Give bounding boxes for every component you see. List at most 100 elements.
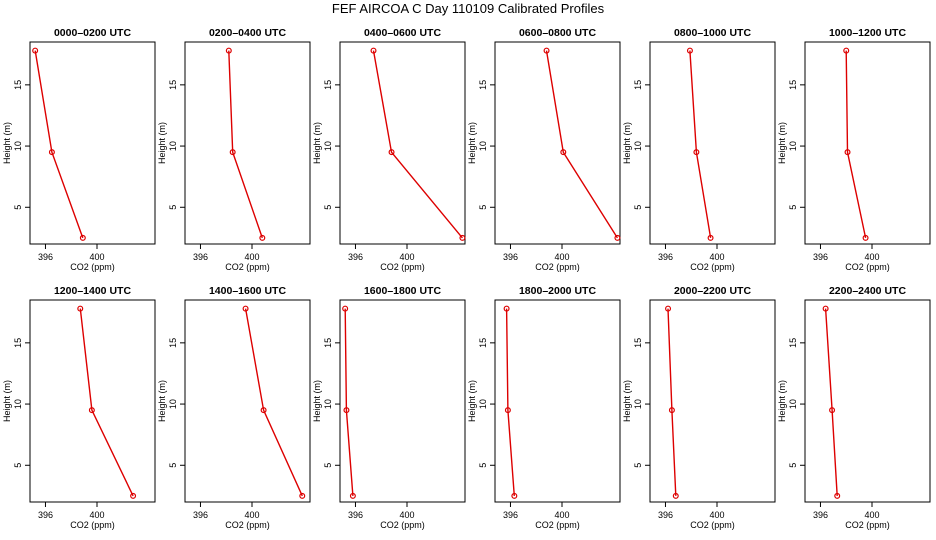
x-tick-label: 396 bbox=[348, 510, 363, 520]
y-axis-label: Height (m) bbox=[467, 380, 477, 422]
y-axis-label: Height (m) bbox=[2, 122, 12, 164]
x-axis-label: CO2 (ppm) bbox=[380, 262, 425, 272]
x-tick-label: 400 bbox=[709, 252, 724, 262]
y-tick-label: 10 bbox=[168, 399, 178, 409]
y-tick-label: 15 bbox=[633, 80, 643, 90]
y-axis-label: Height (m) bbox=[312, 380, 322, 422]
y-tick-label: 10 bbox=[168, 141, 178, 151]
y-tick-label: 5 bbox=[323, 463, 333, 468]
data-point bbox=[229, 149, 236, 156]
data-point bbox=[79, 234, 86, 241]
x-tick-label: 396 bbox=[813, 252, 828, 262]
data-point bbox=[32, 47, 39, 54]
y-tick-label: 15 bbox=[478, 80, 488, 90]
x-tick-label: 400 bbox=[864, 252, 879, 262]
data-point bbox=[260, 407, 267, 414]
y-tick-label: 15 bbox=[13, 338, 23, 348]
y-tick-label: 10 bbox=[323, 399, 333, 409]
y-tick-label: 5 bbox=[168, 463, 178, 468]
profile-line bbox=[79, 308, 134, 497]
y-tick-label: 5 bbox=[478, 463, 488, 468]
x-tick-label: 396 bbox=[813, 510, 828, 520]
data-point bbox=[834, 492, 841, 499]
y-tick-label: 15 bbox=[633, 338, 643, 348]
profile-line bbox=[228, 50, 263, 239]
data-point bbox=[349, 492, 356, 499]
y-axis-label: Height (m) bbox=[157, 380, 167, 422]
plot-frame bbox=[339, 299, 466, 503]
panel-title: 1600–1800 UTC bbox=[364, 285, 441, 297]
y-axis-label: Height (m) bbox=[777, 380, 787, 422]
plot-frame bbox=[339, 41, 466, 245]
data-point bbox=[672, 492, 679, 499]
panel-title: 0400–0600 UTC bbox=[364, 27, 441, 39]
panel-title: 2200–2400 UTC bbox=[829, 285, 906, 297]
y-tick-label: 10 bbox=[323, 141, 333, 151]
y-tick-label: 5 bbox=[633, 205, 643, 210]
plot-frame bbox=[649, 41, 776, 245]
y-axis-label: Height (m) bbox=[2, 380, 12, 422]
x-axis-label: CO2 (ppm) bbox=[380, 520, 425, 530]
x-tick-label: 396 bbox=[193, 510, 208, 520]
x-tick-label: 400 bbox=[709, 510, 724, 520]
x-tick-label: 396 bbox=[658, 252, 673, 262]
y-tick-label: 5 bbox=[478, 205, 488, 210]
plot-frame bbox=[494, 299, 621, 503]
profile-line bbox=[372, 50, 463, 239]
data-point bbox=[88, 407, 95, 414]
y-axis-label: Height (m) bbox=[157, 122, 167, 164]
profile-line bbox=[505, 308, 515, 496]
x-axis-label: CO2 (ppm) bbox=[845, 520, 890, 530]
panel-title: 0600–0800 UTC bbox=[519, 27, 596, 39]
y-tick-label: 10 bbox=[478, 399, 488, 409]
panel-title: 0000–0200 UTC bbox=[54, 27, 131, 39]
y-axis-label: Height (m) bbox=[777, 122, 787, 164]
plot-frame bbox=[29, 299, 156, 503]
data-point bbox=[459, 234, 466, 241]
panel-title: 2000–2200 UTC bbox=[674, 285, 751, 297]
x-tick-label: 400 bbox=[89, 252, 104, 262]
y-tick-label: 5 bbox=[13, 463, 23, 468]
y-tick-label: 5 bbox=[633, 463, 643, 468]
y-tick-label: 15 bbox=[323, 80, 333, 90]
data-point bbox=[862, 234, 869, 241]
y-axis-label: Height (m) bbox=[622, 380, 632, 422]
y-tick-label: 10 bbox=[13, 399, 23, 409]
data-point bbox=[299, 492, 306, 499]
data-point bbox=[242, 305, 249, 312]
x-axis-label: CO2 (ppm) bbox=[845, 262, 890, 272]
x-tick-label: 400 bbox=[244, 252, 259, 262]
x-tick-label: 396 bbox=[503, 252, 518, 262]
panel-title: 0800–1000 UTC bbox=[674, 27, 751, 39]
x-axis-label: CO2 (ppm) bbox=[535, 262, 580, 272]
panel-title: 0200–0400 UTC bbox=[209, 27, 286, 39]
profile-line bbox=[667, 308, 677, 496]
profile-line bbox=[689, 50, 712, 239]
profile-line bbox=[845, 50, 867, 239]
x-tick-label: 400 bbox=[554, 510, 569, 520]
x-axis-label: CO2 (ppm) bbox=[535, 520, 580, 530]
data-point bbox=[343, 407, 350, 414]
y-tick-label: 15 bbox=[168, 80, 178, 90]
y-tick-label: 15 bbox=[478, 338, 488, 348]
x-tick-label: 400 bbox=[89, 510, 104, 520]
x-axis-label: CO2 (ppm) bbox=[690, 262, 735, 272]
plot-frame bbox=[184, 299, 311, 503]
y-tick-label: 10 bbox=[478, 141, 488, 151]
x-tick-label: 396 bbox=[658, 510, 673, 520]
y-tick-label: 15 bbox=[323, 338, 333, 348]
y-tick-label: 15 bbox=[788, 80, 798, 90]
data-point bbox=[693, 149, 700, 156]
data-point bbox=[665, 305, 672, 312]
data-point bbox=[707, 234, 714, 241]
x-tick-label: 396 bbox=[348, 252, 363, 262]
plot-frame bbox=[184, 41, 311, 245]
